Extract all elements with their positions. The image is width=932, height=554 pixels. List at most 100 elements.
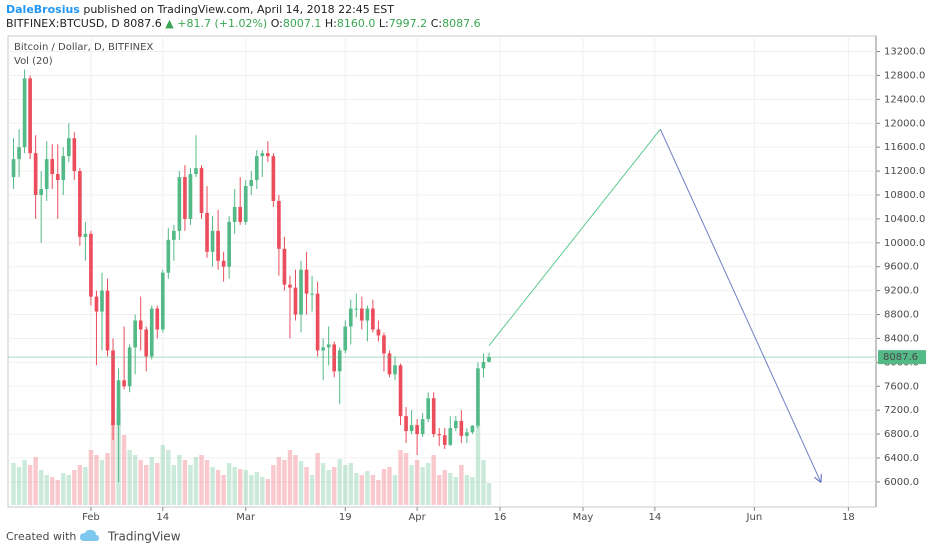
header-line: DaleBrosius published on TradingView.com… [6,3,394,16]
candle-body [127,347,132,387]
candle-body [149,308,154,357]
price: 8087.6 [123,17,162,30]
candle-body [304,269,309,294]
volume-bar [298,461,304,505]
chart-title: Bitcoin / Dollar, D, BITFINEX [14,42,153,53]
candle-body [194,168,198,175]
y-tick-label: 8800.0 [884,310,919,321]
volume-bar [121,435,127,505]
volume-bar [99,460,105,505]
volume-bar [420,467,425,505]
volume-bar [160,445,166,505]
volume-bar [409,465,414,505]
last-price-box [878,350,926,365]
volume-bar [72,470,77,505]
volume-bar [177,455,182,505]
author[interactable]: DaleBrosius [6,3,80,16]
candle-body [387,353,392,375]
candle-body [266,153,270,157]
volume-bar [414,460,420,505]
volume-bar [215,470,221,505]
candle-body [288,284,292,288]
x-tick-label: 14 [648,512,661,523]
volume-bar [370,475,376,505]
volume-bar [331,467,337,505]
candle-body [166,239,171,273]
volume-bar [282,460,287,505]
x-tick-label: Feb [82,512,100,523]
candle-body [243,186,248,222]
y-tick-label: 6800.0 [884,429,919,440]
volume-bar [249,475,254,505]
symbol-line: BITFINEX:BTCUSD, D 8087.6 ▲ +81.7 (+1.02… [6,17,481,30]
o-value: 8007.1 [283,17,322,30]
volume-bar [486,483,492,505]
volume-bar [459,465,464,505]
volume-bar [16,467,22,505]
volume-bar [337,459,342,505]
volume-bar [464,475,470,505]
candle-body [61,156,66,181]
candle-body [442,435,447,445]
volume-bar [437,475,442,505]
candle-body [376,329,381,336]
volume-bar [398,450,403,505]
candle-body [188,174,193,219]
y-tick-label: 6400.0 [884,453,919,464]
y-tick-label: 6000.0 [884,477,919,488]
volume-bar [315,453,320,505]
volume-bar [66,475,72,505]
candle-body [221,260,226,267]
candle-body [55,174,60,181]
volume-bar [243,470,248,505]
candle-body [232,206,237,222]
x-tick-label: 18 [842,512,855,523]
candle-body [216,230,220,261]
volume-bar [204,460,210,505]
volume-bar [320,463,326,505]
candle-body [476,368,480,426]
candle-body [465,432,469,436]
volume-bar [188,465,193,505]
candle-body [249,180,254,187]
volume-bar [392,475,398,505]
candle-body [155,308,160,330]
volume-bar [61,473,66,505]
candle-body [398,365,403,417]
volume-bar [55,480,60,505]
volume-bar [271,465,276,505]
candle-body [28,78,32,154]
last-price-label: 8087.6 [883,352,918,363]
candle-body [199,168,204,213]
x-tick-label: Jun [746,512,763,523]
candle-body [160,272,165,330]
candle-body [371,308,375,330]
candle-body [17,147,21,160]
footer-brand[interactable]: TradingView [107,530,181,544]
volume-bar [348,463,353,505]
footer-text: Created with [6,530,76,543]
candle-body [78,171,82,237]
y-tick-label: 9200.0 [884,286,919,297]
volume-bar [50,477,55,505]
volume-bar [304,467,309,505]
candle-body [299,269,303,315]
volume-bar [155,463,160,505]
candle-body [183,177,187,219]
candle-body [321,347,325,351]
volume-bar [475,425,481,505]
x-tick-label: 19 [339,512,352,523]
volume-bar [88,450,94,505]
volume-bar [11,463,16,505]
candle-body [315,293,320,351]
volume-bar [442,470,447,505]
volume-bar [132,455,138,505]
volume-bar [210,467,215,505]
volume-bar [260,477,265,505]
candle-body [277,200,281,249]
change: ▲ +81.7 (+1.02%) [165,17,267,30]
volume-bar [276,457,282,505]
volume-bar [38,470,44,505]
candle-body [72,138,77,172]
logo-icon[interactable] [80,529,99,541]
